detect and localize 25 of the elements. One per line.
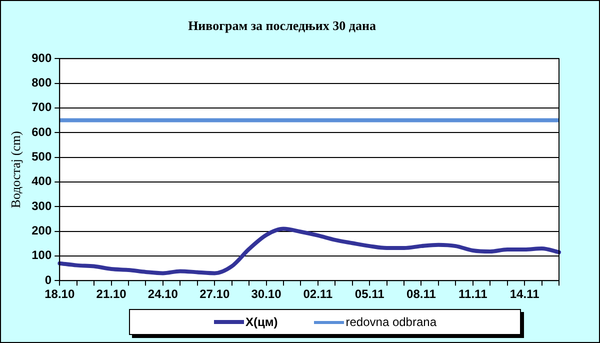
y-tick-label: 200: [32, 224, 52, 238]
y-tick-label: 700: [32, 100, 52, 114]
line-series: [58, 226, 561, 276]
x-tick-label: 08.11: [406, 287, 436, 302]
x-tick-label: 02.11: [303, 287, 333, 302]
x-tick-label: 11.11: [458, 287, 488, 302]
y-tick-label: 0: [44, 272, 52, 287]
legend-label: X(цм): [244, 315, 278, 329]
x-tick-label: 05.11: [354, 287, 385, 302]
y-tick-label: 600: [32, 124, 52, 139]
x-tick-label: 21.10: [96, 287, 127, 302]
chart-title: Нивограм за последњих 30 дана: [188, 18, 376, 34]
x-tick-label: 30.10: [251, 287, 282, 302]
y-tick-label: 400: [32, 174, 52, 188]
x-tick-label: 27.10: [200, 287, 230, 302]
legend-label: redovna odbrana: [344, 315, 436, 329]
y-axis-title: Водостај (cm): [8, 131, 24, 208]
y-tick-label: 100: [32, 248, 52, 262]
y-tick-label: 900: [32, 50, 52, 65]
y-tick-label: 300: [32, 198, 52, 213]
x-tick-label: 24.10: [148, 287, 178, 302]
x-tick-label: 18.10: [44, 287, 75, 302]
x-tick-label: 14.11: [510, 287, 540, 302]
y-tick-label: 500: [32, 150, 52, 164]
y-tick-label: 800: [32, 76, 52, 90]
